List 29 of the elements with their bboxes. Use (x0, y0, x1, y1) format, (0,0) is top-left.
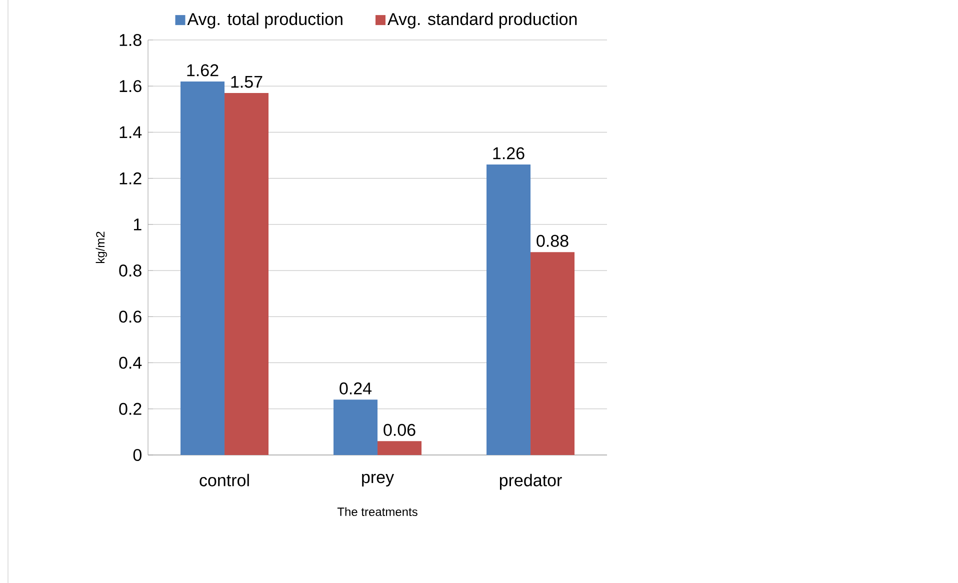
y-tick-label: 0.6 (119, 310, 142, 323)
bar (224, 93, 269, 455)
data-label: 0.24 (340, 382, 372, 394)
y-tick-label: 1.8 (120, 34, 142, 46)
y-tick-label: 1.4 (120, 126, 142, 138)
y-tick-label: 1.6 (120, 80, 142, 92)
data-label: 0.88 (536, 234, 568, 247)
data-label: 0.06 (384, 424, 416, 436)
y-tick-label: 0.2 (119, 402, 142, 415)
data-label: 1.26 (493, 147, 524, 160)
x-tick-label: control (200, 474, 249, 486)
y-tick-label: 0.8 (119, 264, 142, 277)
x-tick-label: prey (362, 474, 394, 487)
y-axis-title: kg/m2 (96, 232, 107, 264)
x-axis-title: The treatments (337, 507, 418, 516)
bar (486, 164, 531, 455)
bar (334, 400, 378, 455)
x-tick-label: predator (500, 474, 562, 490)
y-tick-label: 1 (134, 218, 142, 230)
data-label: 1.62 (187, 64, 218, 76)
bar (180, 81, 225, 455)
y-tick-label: 0 (133, 448, 142, 462)
legend-label: Avg. standard production (388, 12, 577, 28)
bar (530, 252, 575, 455)
data-label: 1.57 (231, 76, 262, 88)
bar (378, 441, 422, 455)
y-tick-label: 0.4 (119, 356, 142, 369)
y-tick-label: 1.2 (120, 172, 142, 184)
legend-label: Avg. total production (187, 12, 342, 28)
